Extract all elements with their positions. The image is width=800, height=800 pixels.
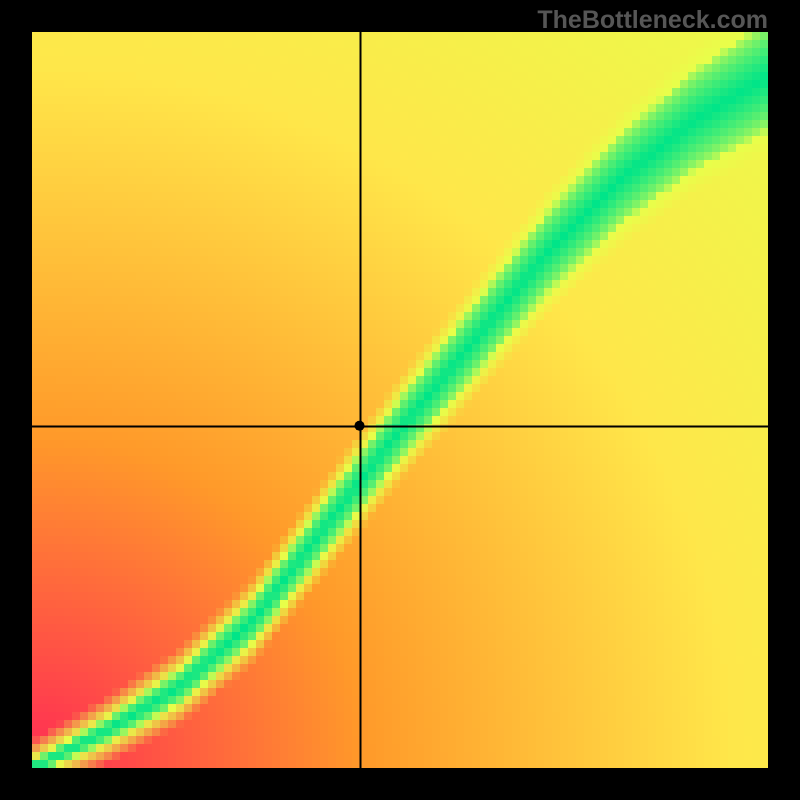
watermark-text: TheBottleneck.com [537, 6, 768, 35]
chart-container: { "watermark": { "text": "TheBottleneck.… [0, 0, 800, 800]
heatmap-canvas [0, 0, 800, 800]
